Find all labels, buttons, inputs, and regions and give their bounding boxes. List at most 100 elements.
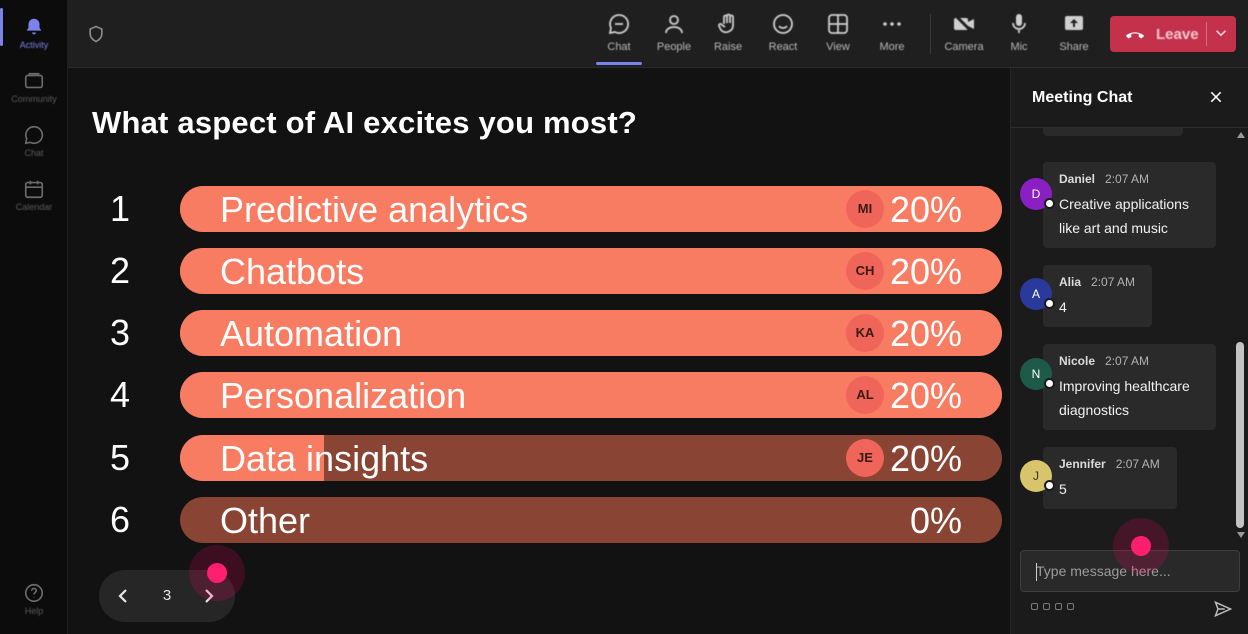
page-number: 3 bbox=[162, 587, 172, 604]
app-rail: Activity Community Chat Calendar Help bbox=[0, 0, 68, 634]
poll-option[interactable]: 5 Data insights JE 20% bbox=[98, 435, 1004, 483]
toolbar-people-button[interactable]: People bbox=[647, 8, 701, 62]
chat-header: Meeting Chat bbox=[1011, 68, 1248, 128]
attach-icon[interactable] bbox=[1043, 603, 1050, 610]
rail-label: Help bbox=[24, 606, 44, 616]
rail-item-chat[interactable]: Chat bbox=[0, 116, 68, 166]
react-icon bbox=[773, 14, 793, 34]
chevron-right-icon[interactable] bbox=[197, 584, 221, 608]
chevron-down-icon[interactable] bbox=[1212, 24, 1230, 42]
chat-message[interactable]: Alia 2:07 AM 4 bbox=[1043, 265, 1153, 327]
toolbar-label: Mic bbox=[1010, 41, 1028, 53]
option-bar: Predictive analytics MI 20% bbox=[180, 186, 1002, 232]
sender-name: Nicole bbox=[1059, 354, 1096, 368]
poll-option[interactable]: 4 Personalization AL 20% bbox=[98, 372, 1004, 420]
send-icon[interactable] bbox=[1213, 599, 1233, 619]
poll-stage: What aspect of AI excites you most? 1 Pre… bbox=[68, 68, 1010, 634]
option-percent: 20% bbox=[889, 375, 962, 416]
chat-messages[interactable]: Daniel 2:07 AM Creative applications like … bbox=[1011, 128, 1233, 542]
chat-message[interactable]: Daniel 2:07 AM Creative applications like … bbox=[1043, 162, 1216, 248]
toolbar-raise-button[interactable]: Raise bbox=[701, 8, 755, 62]
rail-item-community[interactable]: Community bbox=[0, 62, 68, 112]
calendar-icon bbox=[24, 180, 44, 199]
option-label: Data insights bbox=[220, 438, 429, 479]
sender-name: Jennifer bbox=[1059, 457, 1106, 471]
emoji-icon[interactable] bbox=[1055, 603, 1062, 610]
option-number: 3 bbox=[109, 312, 131, 353]
sender-avatar[interactable]: N bbox=[1020, 358, 1055, 390]
leave-button[interactable]: Leave bbox=[1110, 16, 1236, 52]
camera-off-icon bbox=[953, 13, 975, 35]
sender-avatar[interactable]: D bbox=[1020, 178, 1055, 210]
rail-item-activity[interactable]: Activity bbox=[0, 8, 68, 58]
option-number: 5 bbox=[109, 437, 131, 478]
rail-active-indicator bbox=[0, 8, 3, 46]
toolbar-more-button[interactable]: More bbox=[865, 8, 919, 62]
toolbar-chat-button[interactable]: Chat bbox=[592, 8, 646, 62]
toolbar-view-button[interactable]: View bbox=[811, 8, 865, 62]
toolbar-label: View bbox=[826, 41, 850, 53]
option-number: 4 bbox=[109, 374, 131, 415]
voter-avatar: AL bbox=[846, 376, 884, 414]
option-percent: 20% bbox=[889, 438, 962, 479]
option-label: Predictive analytics bbox=[220, 189, 529, 230]
toolbar-camera-button[interactable]: Camera bbox=[937, 8, 991, 62]
voter-avatar: CH bbox=[846, 252, 884, 290]
message-input[interactable] bbox=[1022, 552, 1238, 590]
toolbar-mic-button[interactable]: Mic bbox=[992, 8, 1046, 62]
poll-question: What aspect of AI excites you most? bbox=[92, 105, 638, 140]
rail-item-help[interactable]: Help bbox=[0, 574, 68, 624]
toolbar-react-button[interactable]: React bbox=[756, 8, 810, 62]
pointer-highlight bbox=[189, 545, 245, 601]
sender-name: Alia bbox=[1059, 275, 1082, 289]
format-icon[interactable] bbox=[1031, 603, 1038, 610]
sender-avatar[interactable]: A bbox=[1020, 278, 1055, 310]
chat-message-partial bbox=[1043, 128, 1183, 136]
option-bar: Data insights JE 20% bbox=[180, 435, 1002, 481]
toolbar-label: Chat bbox=[607, 41, 631, 53]
shield-icon bbox=[89, 25, 103, 43]
option-label: Personalization bbox=[220, 375, 467, 416]
poll-option[interactable]: 6 Other 0% bbox=[98, 497, 1004, 545]
option-label: Chatbots bbox=[220, 251, 365, 292]
message-text: Creative applications like art and music bbox=[1059, 196, 1189, 236]
option-percent: 20% bbox=[889, 251, 962, 292]
poll-option[interactable]: 3 Automation KA 20% bbox=[98, 310, 1004, 358]
leave-label: Leave bbox=[1156, 25, 1199, 43]
scroll-down-arrow[interactable] bbox=[1237, 532, 1245, 538]
sender-name: Daniel bbox=[1059, 172, 1096, 186]
raise-hand-icon bbox=[718, 13, 734, 34]
option-number: 6 bbox=[109, 499, 131, 540]
people-icon bbox=[665, 15, 683, 34]
close-icon[interactable] bbox=[1208, 89, 1224, 105]
avatar-initial: A bbox=[1031, 287, 1040, 301]
active-tab-indicator bbox=[596, 62, 642, 65]
message-time: 2:07 AM bbox=[1105, 354, 1150, 368]
scroll-thumb[interactable] bbox=[1236, 342, 1244, 528]
community-icon bbox=[24, 72, 44, 89]
avatar-initial: N bbox=[1031, 367, 1041, 381]
option-bar: Chatbots CH 20% bbox=[180, 248, 1002, 294]
chat-message[interactable]: Jennifer 2:07 AM 5 bbox=[1043, 447, 1177, 509]
hang-up-icon bbox=[1125, 32, 1145, 39]
option-label: Automation bbox=[220, 313, 403, 354]
more-icon bbox=[883, 22, 901, 26]
rail-item-calendar[interactable]: Calendar bbox=[0, 170, 68, 220]
poll-option[interactable]: 2 Chatbots CH 20% bbox=[98, 248, 1004, 296]
toolbar-share-button[interactable]: Share bbox=[1047, 8, 1101, 62]
message-text: Improving healthcare diagnostics bbox=[1059, 378, 1190, 418]
scroll-up-arrow[interactable] bbox=[1237, 132, 1245, 138]
message-text: 5 bbox=[1059, 481, 1067, 497]
gif-icon[interactable] bbox=[1067, 603, 1074, 610]
chat-icon bbox=[608, 14, 630, 35]
poll-option[interactable]: 1 Predictive analytics MI 20% bbox=[98, 186, 1004, 234]
help-icon bbox=[24, 583, 44, 603]
chevron-left-icon[interactable] bbox=[111, 584, 135, 608]
option-fill bbox=[180, 435, 324, 481]
pointer-highlight bbox=[1113, 518, 1169, 574]
chat-message[interactable]: Nicole 2:07 AM Improving healthcare diagno… bbox=[1043, 344, 1216, 430]
rail-label: Calendar bbox=[15, 202, 53, 212]
option-percent: 20% bbox=[889, 189, 962, 230]
chat-scrollbar[interactable] bbox=[1233, 128, 1248, 542]
sender-avatar[interactable]: J bbox=[1020, 460, 1055, 492]
